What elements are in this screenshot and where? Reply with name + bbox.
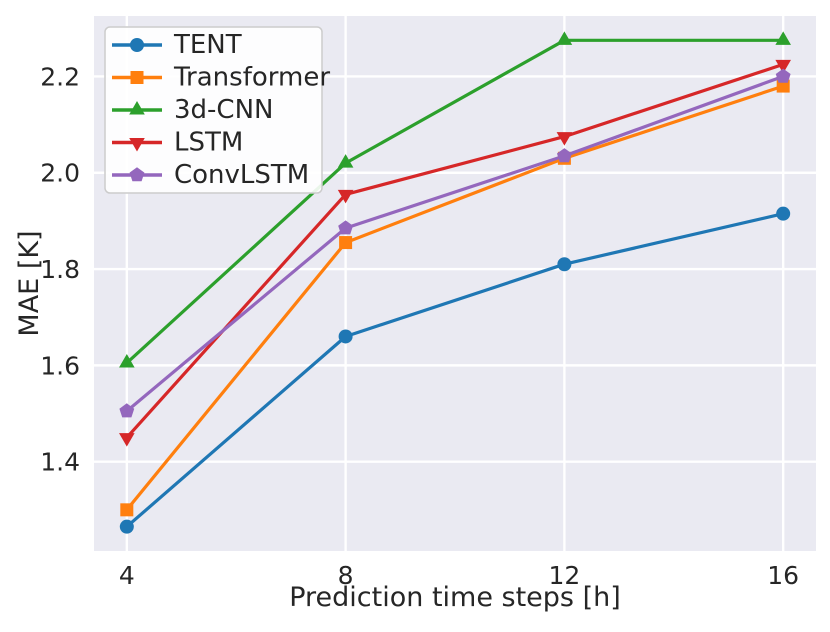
y-tick-label-1.6: 1.6 bbox=[40, 351, 80, 380]
y-tick-label-2.0: 2.0 bbox=[40, 159, 80, 188]
series-marker-LSTM-8 bbox=[337, 189, 354, 204]
series-line-ConvLSTM bbox=[125, 74, 785, 413]
legend-item-TENT: TENT bbox=[112, 30, 242, 60]
series-marker-LSTM-12 bbox=[556, 132, 573, 146]
x-tick-label-16: 16 bbox=[767, 561, 799, 590]
legend-label-Transformer: Transformer bbox=[173, 63, 330, 93]
x-axis-label: Prediction time steps [h] bbox=[289, 582, 621, 613]
legend-item-ConvLSTM: ConvLSTM bbox=[112, 160, 309, 190]
series-marker-TENT-4 bbox=[119, 519, 134, 534]
legend-marker-TENT bbox=[130, 38, 144, 52]
series-marker-ConvLSTM-16 bbox=[775, 68, 791, 83]
series-marker-Transformer-16 bbox=[776, 79, 790, 93]
chart-plot-group: 4 8 12 16 1.4 1.6 1.8 2.0 2.2 TENTTransformer3d-C… bbox=[40, 16, 816, 590]
series-marker-TENT-12 bbox=[557, 257, 572, 272]
x-tick-label-4: 4 bbox=[119, 561, 135, 590]
legend-label-3d-CNN: 3d-CNN bbox=[174, 95, 273, 125]
y-tick-label-1.8: 1.8 bbox=[40, 255, 80, 284]
legend-marker-ConvLSTM bbox=[129, 167, 145, 182]
series-line-Transformer bbox=[125, 84, 785, 512]
series-marker-ConvLSTM-8 bbox=[338, 220, 354, 235]
legend-label-LSTM: LSTM bbox=[174, 128, 243, 158]
series-marker-TENT-16 bbox=[776, 206, 791, 221]
series-marker-3d-CNN-12 bbox=[556, 31, 573, 45]
y-tick-label-1.4: 1.4 bbox=[40, 448, 80, 477]
series-marker-3d-CNN-16 bbox=[775, 31, 791, 45]
series-marker-Transformer-8 bbox=[339, 236, 353, 250]
legend-marker-3d-CNN bbox=[129, 101, 145, 115]
x-tick-label-12: 12 bbox=[548, 561, 580, 590]
x-tick-label-8: 8 bbox=[338, 561, 354, 590]
series-marker-LSTM-4 bbox=[119, 433, 135, 447]
legend-item-3d-CNN: 3d-CNN bbox=[112, 95, 273, 125]
legend-marker-LSTM bbox=[129, 138, 145, 152]
series-line-TENT bbox=[125, 212, 785, 529]
series-line-LSTM bbox=[125, 62, 785, 440]
series-marker-ConvLSTM-12 bbox=[556, 148, 572, 163]
y-tick-label-2.2: 2.2 bbox=[40, 62, 80, 91]
legend-label-ConvLSTM: ConvLSTM bbox=[174, 160, 309, 190]
series-line-3d-CNN bbox=[125, 38, 785, 365]
series-marker-3d-CNN-8 bbox=[337, 154, 354, 168]
legend-item-Transformer: Transformer bbox=[112, 63, 330, 93]
series-marker-LSTM-16 bbox=[775, 59, 791, 74]
y-axis-label: MAE [K] bbox=[14, 230, 45, 336]
series-marker-3d-CNN-4 bbox=[119, 353, 135, 368]
legend-item-LSTM: LSTM bbox=[112, 128, 243, 158]
legend-marker-Transformer bbox=[130, 71, 144, 84]
series-marker-Transformer-4 bbox=[120, 503, 134, 517]
legend-box bbox=[104, 26, 323, 194]
series-marker-ConvLSTM-4 bbox=[119, 403, 135, 418]
series-marker-TENT-8 bbox=[338, 329, 353, 344]
legend-label-TENT: TENT bbox=[173, 30, 242, 60]
